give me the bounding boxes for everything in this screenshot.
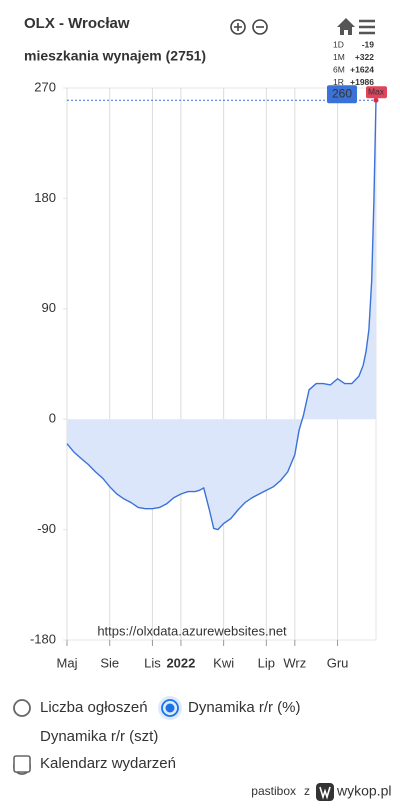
x-tick-label: Gru — [327, 655, 349, 670]
wykop-logo-mark — [319, 786, 331, 800]
radio-label[interactable]: Dynamika r/r (szt) — [40, 728, 158, 745]
stats: 1D -19 1M +322 6M +1624 1R +1986 — [333, 39, 374, 87]
footer-user: pastibox — [251, 784, 296, 798]
subtitle: mieszkania wynajem (2751) — [24, 48, 206, 64]
max-badge-bg — [327, 85, 357, 104]
max-tag-bg — [366, 86, 387, 99]
checkbox[interactable] — [13, 755, 31, 773]
title: OLX - Wrocław — [24, 15, 130, 32]
stat-period: 1D — [333, 39, 344, 49]
x-tick-label: Maj — [57, 655, 78, 670]
stat-change: +322 — [355, 52, 374, 62]
x-tick-label: Lip — [258, 655, 275, 670]
y-tick-label: 90 — [42, 300, 56, 315]
stat-period: 1R — [333, 77, 344, 87]
max-tag: Max — [368, 87, 385, 97]
line — [66, 100, 377, 531]
x-tick-label: Wrz — [283, 655, 306, 670]
x-tick-label: Sie — [100, 655, 119, 670]
radio-dot — [165, 703, 175, 713]
y-tick-label: 180 — [34, 190, 56, 205]
watermark: https://olxdata.azurewebsites.net — [97, 623, 287, 638]
radio[interactable] — [13, 699, 31, 717]
max-badge: 260 — [332, 86, 352, 100]
footer-site: wykop.pl — [336, 783, 391, 799]
y-tick-label: -90 — [37, 521, 56, 536]
x-tick-label: Kwi — [213, 655, 234, 670]
x-tick-label: 2022 — [166, 655, 195, 670]
max-point — [373, 97, 379, 103]
radio-label[interactable]: Liczba ogłoszeń — [40, 699, 148, 716]
x-tick-label: Lis — [144, 655, 161, 670]
radio-halo — [158, 696, 182, 720]
stat-change: +1624 — [350, 64, 374, 74]
stat-period: 1M — [333, 52, 345, 62]
plot: Maj Sie Lis 2022 Kwi Lip Wrz Gru 270 180 90 0 -90 -18… — [30, 79, 387, 670]
checkbox-label[interactable]: Kalendarz wydarzeń — [40, 755, 176, 772]
y-tick-label: -180 — [30, 631, 56, 646]
area — [67, 100, 376, 530]
menu-icon[interactable] — [359, 19, 375, 35]
radio-label[interactable]: Dynamika r/r (%) — [188, 699, 301, 716]
y-tick-label: 0 — [49, 411, 56, 426]
stat-period: 6M — [333, 64, 345, 74]
options: Liczba ogłoszeń Dynamika r/r (%) Dynamika … — [13, 696, 301, 775]
plot-frame — [66, 87, 377, 641]
footer-connector: z — [304, 784, 310, 798]
y-tick-label: 270 — [34, 79, 56, 94]
zoom-in[interactable] — [230, 19, 246, 35]
stat-change: -19 — [362, 39, 375, 49]
stat-change: +1986 — [350, 77, 374, 87]
home-icon[interactable] — [337, 18, 355, 35]
zoom-out[interactable] — [252, 19, 268, 35]
